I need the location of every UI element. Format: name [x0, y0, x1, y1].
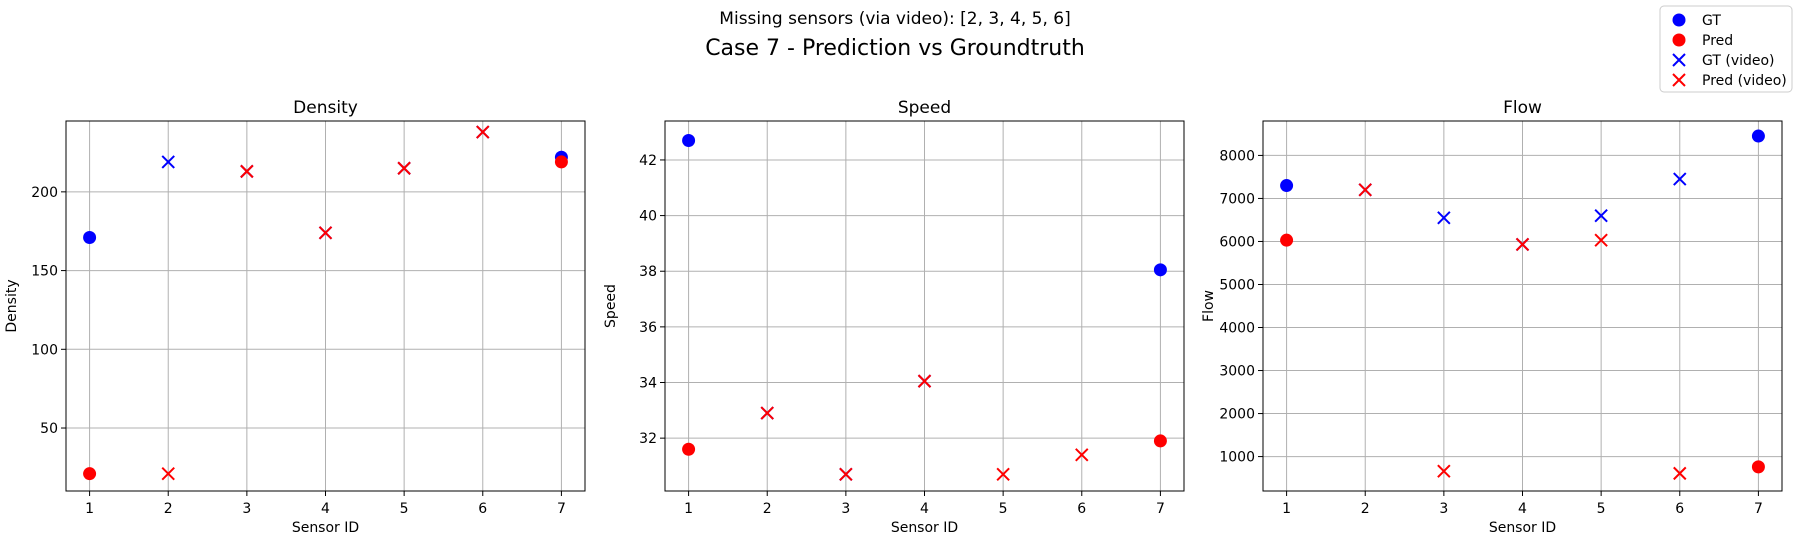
y-tick-label: 5000 [1219, 277, 1255, 293]
x-axis-label: Sensor ID [891, 520, 958, 536]
y-tick-label: 34 [639, 376, 657, 392]
x-tick-label: 3 [242, 501, 251, 517]
point-pred-video [1358, 183, 1372, 197]
x-axis-label: Sensor ID [1489, 520, 1556, 536]
point-gt-video [161, 155, 175, 169]
point-pred [682, 442, 696, 456]
axes-frame [65, 120, 586, 492]
point-gt [1280, 179, 1294, 193]
x-tick-label: 5 [400, 501, 409, 517]
point-pred-video [240, 164, 254, 179]
y-tick-label: 7000 [1219, 191, 1255, 207]
point-gt [1153, 263, 1167, 277]
y-tick-label: 32 [639, 431, 657, 447]
point-gt-video [1437, 211, 1451, 225]
legend-label: GT [1702, 13, 1721, 29]
point-pred-video [917, 374, 932, 388]
y-tick-label: 4000 [1219, 321, 1255, 337]
x-tick-label: 4 [920, 501, 929, 517]
subplot-density: 1 2 3 4 5 6 7 50 100 150 200 Density Sensor ID Densit… [4, 98, 586, 536]
x-tick-label: 2 [763, 501, 772, 517]
y-tick-label: 50 [40, 421, 58, 437]
y-tick-label: 2000 [1219, 407, 1255, 423]
point-gt [1751, 129, 1765, 143]
axes-frame [1262, 120, 1783, 492]
point-pred-video [996, 467, 1010, 482]
point-pred [1153, 434, 1167, 448]
x-tick-label: 5 [999, 501, 1008, 517]
y-tick-label: 6000 [1219, 234, 1255, 250]
point-pred-video [1075, 448, 1089, 462]
legend-marker [1672, 53, 1686, 67]
legend-label: GT (video) [1702, 53, 1775, 69]
point-pred-video [1515, 237, 1530, 252]
y-tick-label: 200 [31, 185, 58, 201]
y-tick-label: 36 [639, 320, 657, 336]
subplot-flow: 1 2 3 4 5 6 7 1000 2000 3000 4000 5000 6000 7000 8000 F… [1201, 98, 1783, 536]
x-tick-label: 3 [1439, 501, 1448, 517]
y-tick-label: 1000 [1219, 450, 1255, 466]
y-axis-label: Speed [603, 284, 619, 328]
y-tick-label: 42 [639, 153, 657, 169]
x-tick-label: 4 [1518, 501, 1527, 517]
x-tick-label: 6 [1077, 501, 1086, 517]
legend-label: Pred (video) [1702, 73, 1787, 89]
legend-label: Pred [1702, 33, 1733, 49]
figure-title: Case 7 - Prediction vs Groundtruth [705, 36, 1085, 61]
y-tick-label: 100 [31, 342, 58, 358]
point-pred [83, 467, 97, 481]
x-tick-label: 7 [557, 501, 566, 517]
point-gt-video [1673, 172, 1687, 186]
point-pred-video [161, 466, 175, 481]
x-tick-label: 6 [1675, 501, 1684, 517]
point-pred [1280, 233, 1294, 247]
legend: GT Pred GT (video) Pred (video) [1659, 5, 1793, 93]
x-tick-label: 4 [321, 501, 330, 517]
y-axis-label: Density [4, 279, 20, 332]
x-tick-label: 1 [684, 501, 693, 517]
legend-marker [1672, 33, 1686, 47]
y-tick-label: 8000 [1219, 148, 1255, 164]
point-pred [554, 155, 568, 169]
x-tick-label: 5 [1597, 501, 1606, 517]
x-tick-label: 2 [1361, 501, 1370, 517]
subplot-title: Density [293, 98, 358, 118]
x-axis-label: Sensor ID [292, 520, 359, 536]
point-gt [83, 231, 97, 245]
point-pred-video [839, 467, 853, 482]
point-pred-video [760, 406, 774, 420]
y-tick-label: 150 [31, 264, 58, 280]
legend-box [1659, 5, 1793, 93]
point-pred-video [1673, 466, 1687, 481]
subplot-title: Speed [898, 98, 951, 118]
subplot-title: Flow [1503, 98, 1542, 118]
point-pred-video [1594, 233, 1608, 247]
point-pred-video [1437, 464, 1451, 478]
y-tick-label: 40 [639, 209, 657, 225]
point-pred-video [318, 226, 333, 240]
legend-marker [1672, 73, 1686, 87]
x-tick-label: 6 [478, 501, 487, 517]
legend-marker [1672, 13, 1686, 27]
x-tick-label: 3 [841, 501, 850, 517]
x-tick-label: 7 [1156, 501, 1165, 517]
y-tick-label: 3000 [1219, 364, 1255, 380]
figure-subtitle: Missing sensors (via video): [2, 3, 4, 5… [719, 9, 1070, 29]
point-pred [1751, 460, 1765, 474]
point-gt [682, 133, 696, 147]
point-pred-video [476, 125, 490, 139]
point-gt-video [1594, 208, 1608, 223]
axes-frame [664, 120, 1185, 492]
x-tick-label: 1 [1282, 501, 1291, 517]
point-pred-video [397, 161, 411, 175]
x-tick-label: 7 [1754, 501, 1763, 517]
x-tick-label: 1 [85, 501, 94, 517]
y-tick-label: 38 [639, 264, 657, 280]
x-tick-label: 2 [164, 501, 173, 517]
y-axis-label: Flow [1201, 290, 1217, 322]
